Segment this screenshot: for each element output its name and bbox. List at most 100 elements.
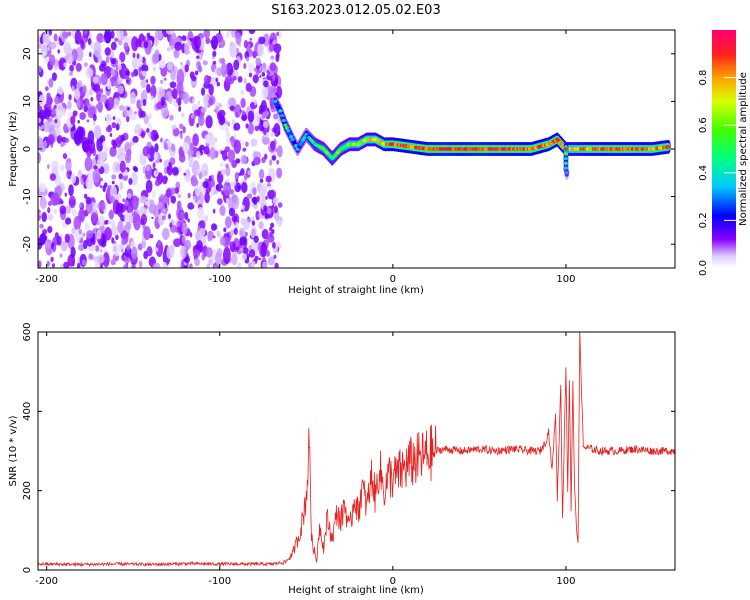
spectrogram-noise-speck [174,187,180,194]
spectrogram-noise-speck [55,102,64,119]
spectrogram-noise-speck [93,41,102,58]
spectrogram-noise-speck [126,116,130,123]
spectrogram-noise-speck [60,142,64,147]
spectrogram-noise-speck [259,184,266,197]
spectrogram-noise-speck [178,165,183,172]
spectrogram-noise-speck [73,89,81,100]
spectrogram-noise-speck [118,134,121,141]
spectrogram-noise-speck [87,106,96,119]
spectrogram-noise-speck [233,59,240,71]
spectrogram-noise-speck [136,53,140,59]
spectrogram-noise-speck [103,182,108,188]
colorbar-label: Normalized spectral amplitude [738,72,749,226]
spectrogram-noise-speck [71,85,75,92]
spectrogram-noise-speck [150,75,156,85]
spectrogram-noise-speck [123,264,128,268]
spectrogram-noise-speck [194,257,200,267]
spectrogram-noise-speck [111,122,117,129]
spectrogram-noise-speck [273,43,282,54]
spectrogram-noise-speck [234,104,242,118]
spectrogram-noise-speck [245,141,249,147]
spectrogram-noise-speck [154,49,160,57]
spectrogram-noise-speck [191,98,195,104]
spectrogram-noise-speck [112,242,121,257]
spectrogram-noise-speck [202,60,208,66]
spectrogram-y-ticks: -20 -10 0 10 20 [22,47,675,252]
spectrogram-noise-speck [47,200,52,207]
spectrogram-noise-speck [85,90,90,99]
spectrogram-noise-speck [180,61,183,65]
spectrogram-noise-speck [166,62,174,71]
spectrogram-noise-speck [231,118,235,126]
spectrogram-noise-speck [225,165,231,177]
spectrogram-noise-speck [218,114,225,126]
spectrogram-noise-speck [251,260,256,268]
spectrogram-noise-speck [110,67,116,77]
spectrogram-noise-speck [210,223,217,231]
spectrogram-noise-speck [162,261,168,268]
spectrogram-noise-speck [227,149,236,163]
spectrogram-noise-speck [275,54,280,63]
spectrogram-noise-speck [79,112,86,120]
spectrogram-noise-speck [73,131,82,145]
spectrogram-noise-speck [154,247,159,252]
spectrogram-noise-speck [125,221,132,231]
spectrogram-noise-speck [262,256,266,262]
spectrogram-noise-speck [96,229,102,240]
spectrogram-noise-speck [258,169,265,180]
spectrogram-noise-speck [95,154,99,161]
spectrogram-noise-speck [72,110,78,117]
spectrogram-noise-speck [247,170,252,175]
spectrogram-noise-speck [71,227,76,235]
snr-y-ticks: 0 200 400 600 [22,322,675,573]
spectrogram-noise-speck [99,88,104,94]
spectrogram-noise-speck [128,178,133,186]
snr-series-line [38,332,675,568]
spectrogram-noise-speck [76,82,81,90]
spectrogram-noise-speck [225,197,230,204]
spectrogram-noise-speck [47,134,55,146]
spectrogram-noise-speck [83,104,89,113]
spectrogram-noise-speck [152,67,156,72]
spectrogram-noise-speck [131,246,138,260]
spectrogram-noise-speck [203,146,210,155]
spectrogram-noise-speck [98,200,106,212]
spectrogram-noise-speck [96,104,100,110]
spectrogram-noise-speck [269,62,277,72]
spectrogram-noise-speck [46,92,51,101]
spectrogram-noise-speck [183,264,188,268]
spectrogram-noise-speck [246,193,253,199]
spectrogram-noise-speck [117,206,123,218]
spectrogram-noise-speck [269,131,275,138]
spectrogram-noise-speck [163,159,171,168]
spectrogram-noise-speck [84,223,90,230]
spectrogram-noise-speck [98,215,105,227]
snr-x-ticks: -200 -100 0 100 [35,332,575,587]
snr-y-tick-label: 400 [22,402,33,421]
spectrogram-noise-speck [209,146,216,160]
spectrogram-noise-speck [202,94,210,105]
spectrogram-noise-speck [229,105,235,111]
spectrogram-noise-speck [165,188,172,198]
spectrogram-noise-speck [68,184,74,197]
spectrogram-noise-speck [184,211,189,221]
spectrogram-noise-speck [92,246,96,251]
spectrogram-noise-speck [273,122,281,137]
spectrogram-noise-speck [188,263,193,268]
spectrogram-noise-speck [176,69,185,86]
spectrogram-ridge-core [274,102,279,107]
spectrogram-noise-speck [192,248,201,258]
spectrogram-noise-speck [99,249,103,253]
spectrogram-noise-speck [261,229,269,240]
spectrogram-noise-speck [242,247,249,254]
spectrogram-noise-speck [211,56,215,60]
spectrogram-noise-speck [113,85,117,90]
spectrogram-noise-speck [98,64,106,72]
spectrogram-noise-speck [154,143,159,153]
spectrogram-x-ticks: -200 -100 0 100 [35,30,575,285]
spectrogram-noise-speck [179,123,184,130]
spectrogram-noise-speck [54,104,57,109]
spectrogram-noise-speck [192,133,199,147]
spectrogram-noise-speck [245,82,252,92]
snr-frame [37,331,676,571]
